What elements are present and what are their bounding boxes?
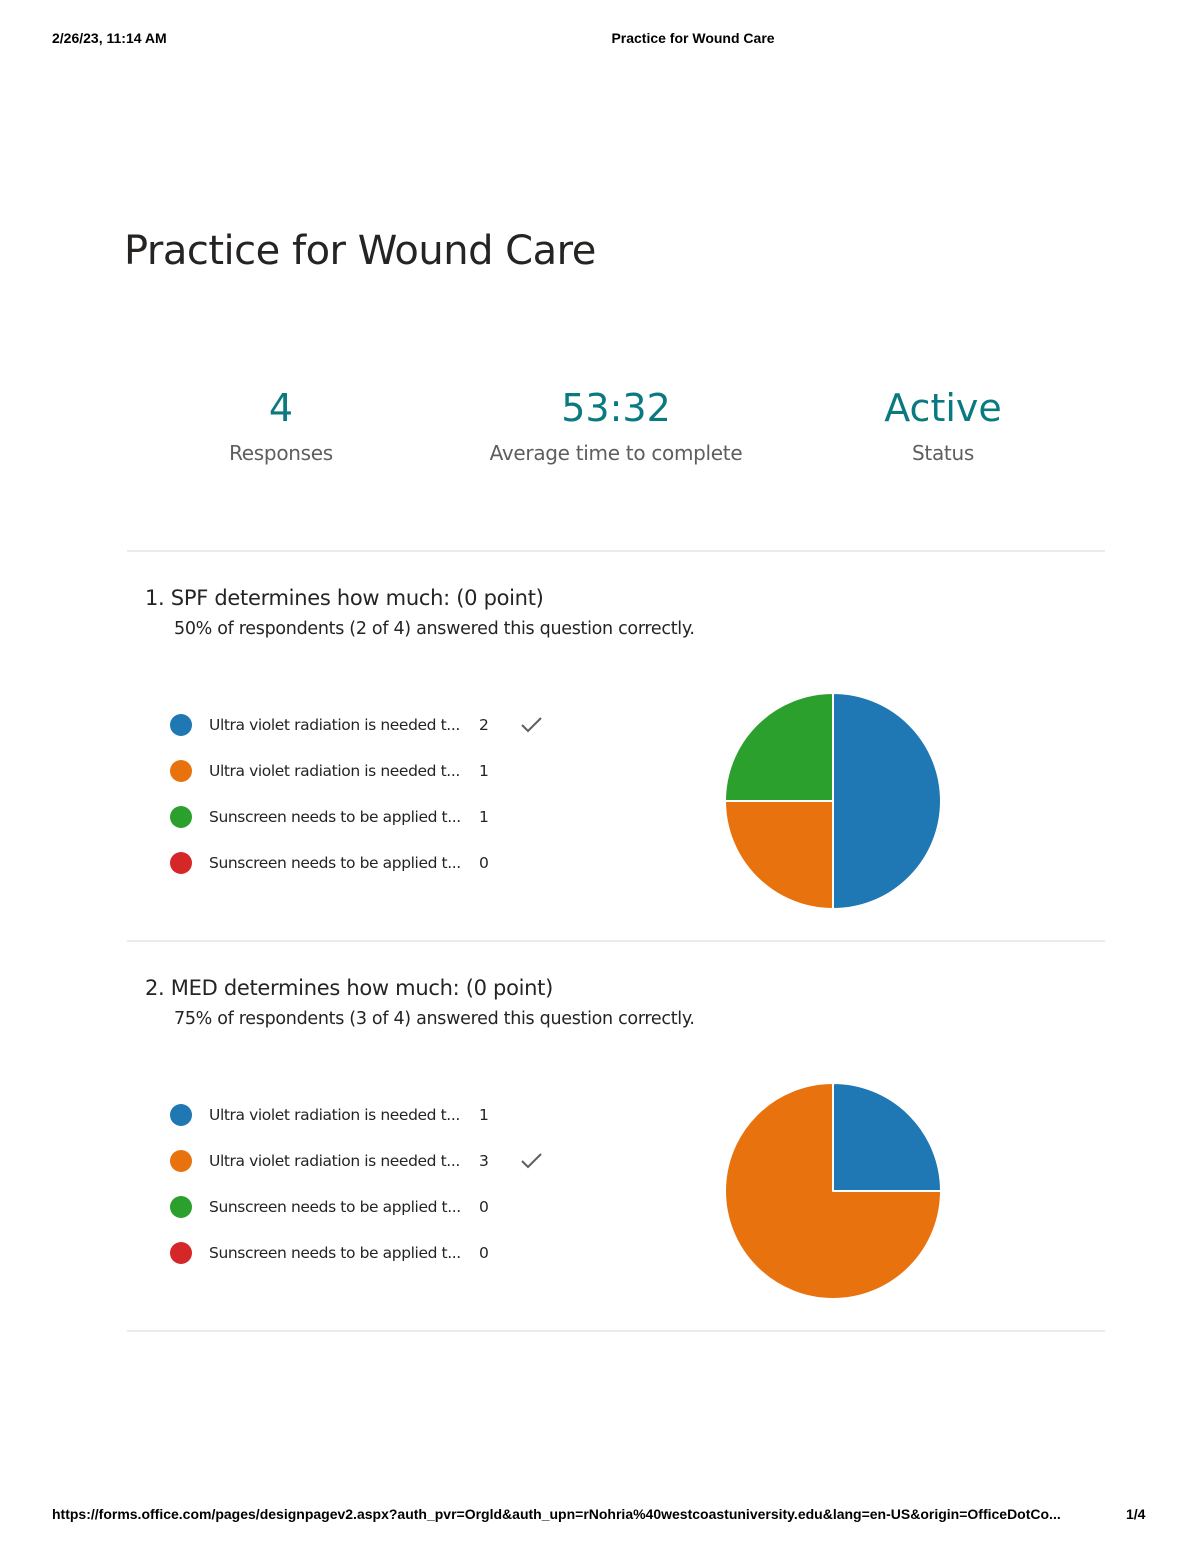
question-1-title: 1. SPF determines how much: (0 point) xyxy=(145,586,544,610)
pie-slice xyxy=(832,692,942,910)
legend-label: Ultra violet radiation is needed t... xyxy=(209,1106,460,1124)
legend-count: 0 xyxy=(479,854,489,872)
question-2-legend: Ultra violet radiation is needed t... 1 … xyxy=(170,1092,545,1276)
legend-dot xyxy=(170,1104,192,1126)
legend-dot xyxy=(170,760,192,782)
stat-status-value: Active xyxy=(884,386,1002,430)
legend-dot xyxy=(170,1242,192,1264)
legend-item: Sunscreen needs to be applied t... 0 xyxy=(170,1230,545,1276)
stat-status-label: Status xyxy=(912,441,974,465)
legend-item: Ultra violet radiation is needed t... 1 xyxy=(170,748,545,794)
legend-count: 1 xyxy=(479,1106,489,1124)
pie-slice xyxy=(724,800,834,910)
legend-dot xyxy=(170,714,192,736)
legend-item: Ultra violet radiation is needed t... 1 xyxy=(170,1092,545,1138)
form-title: Practice for Wound Care xyxy=(124,228,596,274)
question-2-summary: 75% of respondents (3 of 4) answered thi… xyxy=(174,1009,695,1029)
stat-responses-value: 4 xyxy=(268,386,294,430)
legend-count: 1 xyxy=(479,762,489,780)
question-2-title: 2. MED determines how much: (0 point) xyxy=(145,976,554,1000)
legend-label: Ultra violet radiation is needed t... xyxy=(209,1152,460,1170)
pie-slice xyxy=(724,692,834,802)
legend-label: Sunscreen needs to be applied t... xyxy=(209,1198,461,1216)
legend-label: Ultra violet radiation is needed t... xyxy=(209,762,460,780)
print-page-title: Practice for Wound Care xyxy=(611,30,775,46)
legend-count: 2 xyxy=(479,716,489,734)
legend-dot xyxy=(170,1150,192,1172)
pie-slice xyxy=(832,1082,942,1192)
legend-item: Sunscreen needs to be applied t... 0 xyxy=(170,840,545,886)
legend-label: Sunscreen needs to be applied t... xyxy=(209,808,461,826)
legend-item: Ultra violet radiation is needed t... 2 xyxy=(170,702,545,748)
legend-count: 1 xyxy=(479,808,489,826)
legend-label: Sunscreen needs to be applied t... xyxy=(209,1244,461,1262)
question-1-pie-chart xyxy=(724,692,942,910)
stat-average-time-value: 53:32 xyxy=(561,386,671,430)
legend-item: Sunscreen needs to be applied t... 0 xyxy=(170,1184,545,1230)
stat-responses: 4 Responses xyxy=(116,385,446,465)
print-page-number: 1/4 xyxy=(1126,1506,1146,1522)
stat-average-time-label: Average time to complete xyxy=(489,441,743,465)
legend-item: Sunscreen needs to be applied t... 1 xyxy=(170,794,545,840)
pie-slice xyxy=(724,1082,942,1300)
legend-label: Ultra violet radiation is needed t... xyxy=(209,716,460,734)
divider xyxy=(127,940,1105,942)
legend-dot xyxy=(170,806,192,828)
legend-label: Sunscreen needs to be applied t... xyxy=(209,854,461,872)
divider xyxy=(127,550,1105,552)
legend-dot xyxy=(170,852,192,874)
stat-status: Active Status xyxy=(778,385,1108,465)
question-2-pie-chart xyxy=(724,1082,942,1300)
stat-responses-label: Responses xyxy=(229,441,333,465)
legend-count: 0 xyxy=(479,1198,489,1216)
question-1-summary: 50% of respondents (2 of 4) answered thi… xyxy=(174,619,695,639)
legend-count: 0 xyxy=(479,1244,489,1262)
checkmark-icon xyxy=(519,1150,545,1172)
checkmark-icon xyxy=(519,714,545,736)
divider xyxy=(127,1330,1105,1332)
stat-average-time: 53:32 Average time to complete xyxy=(451,385,781,465)
legend-count: 3 xyxy=(479,1152,489,1170)
print-datetime: 2/26/23, 11:14 AM xyxy=(52,30,167,46)
legend-dot xyxy=(170,1196,192,1218)
print-footer-url: https://forms.office.com/pages/designpag… xyxy=(52,1506,1061,1522)
question-1-legend: Ultra violet radiation is needed t... 2 … xyxy=(170,702,545,886)
legend-item: Ultra violet radiation is needed t... 3 xyxy=(170,1138,545,1184)
